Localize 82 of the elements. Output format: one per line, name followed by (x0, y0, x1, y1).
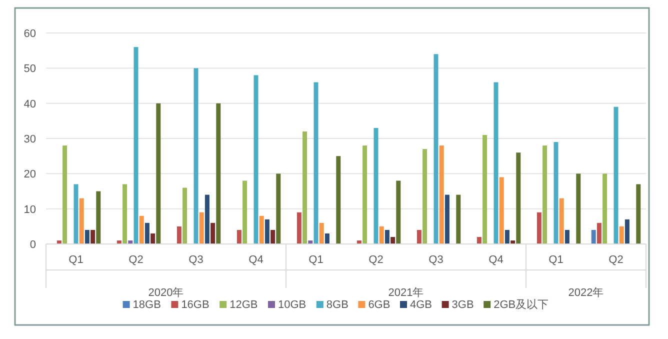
legend-label: 2GB及以下 (494, 298, 549, 311)
x-tick-label: Q2 (128, 254, 144, 266)
text: 2021年 (388, 287, 424, 299)
x-tick-label: Q3 (188, 254, 204, 266)
bar (144, 222, 150, 244)
y-tick-label: 20 (24, 168, 36, 181)
bar (216, 103, 221, 244)
bar (276, 174, 281, 244)
y-tick-label: 0 (30, 239, 36, 251)
legend-label: 12GB (230, 299, 258, 311)
bar (62, 146, 68, 244)
y-tick-label: 50 (24, 63, 36, 76)
bar (150, 233, 156, 244)
bar (90, 230, 96, 244)
bar (591, 230, 596, 244)
bar (624, 219, 630, 244)
legend-label: 4GB (410, 299, 432, 311)
bar (384, 230, 390, 244)
bar (319, 222, 324, 244)
y-tick-label: 10 (24, 204, 36, 216)
y-tick-label: 60 (24, 28, 36, 40)
bar (390, 236, 396, 244)
bar (296, 212, 302, 244)
bar (559, 198, 564, 244)
bar (636, 184, 641, 244)
bar (396, 180, 401, 244)
bar (79, 198, 84, 244)
legend-label: 3GB (452, 299, 474, 311)
bar (259, 216, 264, 244)
bar (210, 222, 216, 244)
bar (176, 226, 182, 244)
bar (504, 230, 510, 244)
bar (444, 194, 450, 244)
bar (199, 212, 204, 244)
bar (456, 194, 461, 244)
bar (336, 156, 341, 244)
bar (476, 236, 482, 244)
bar (542, 146, 548, 244)
bar (439, 146, 444, 244)
x-tick-label: Q3 (428, 254, 444, 266)
legend-label: 16GB (181, 299, 210, 311)
y-tick-label: 30 (24, 134, 36, 146)
bar (564, 230, 570, 244)
bar (416, 230, 422, 244)
bar (602, 174, 608, 244)
x-tick-label: Q1 (308, 254, 324, 266)
text: 2020年 (148, 287, 184, 299)
bar (139, 216, 144, 244)
bar (362, 146, 368, 244)
legend-label: 10GB (278, 299, 306, 311)
bar (156, 103, 161, 244)
bar (204, 194, 210, 244)
bar (122, 184, 128, 244)
bar (182, 188, 188, 244)
x-tick-label: Q1 (68, 254, 84, 266)
bar (324, 233, 330, 244)
legend-label: 8GB (326, 299, 348, 311)
x-tick-label: Q2 (368, 254, 384, 266)
bar (499, 177, 504, 244)
bar (264, 219, 270, 244)
x-tick-label: Q2 (608, 254, 624, 266)
bar (242, 180, 248, 244)
bar (302, 131, 308, 244)
bar (536, 212, 542, 244)
bar (576, 174, 581, 244)
bar (236, 230, 242, 244)
bar (270, 230, 276, 244)
bar (516, 152, 521, 244)
bar (596, 222, 602, 244)
x-tick-label: Q4 (248, 254, 264, 266)
bar (96, 191, 101, 244)
x-tick-label: Q4 (488, 254, 504, 266)
bar (84, 230, 90, 244)
bar (482, 134, 488, 244)
text: 2022年 (568, 287, 604, 299)
legend-label: 18GB (132, 299, 161, 311)
legend-label: 6GB (368, 299, 390, 311)
bar (422, 149, 428, 244)
x-tick-label: Q1 (548, 254, 564, 266)
bar (619, 226, 624, 244)
bar (379, 226, 384, 244)
y-tick-label: 40 (24, 98, 36, 110)
